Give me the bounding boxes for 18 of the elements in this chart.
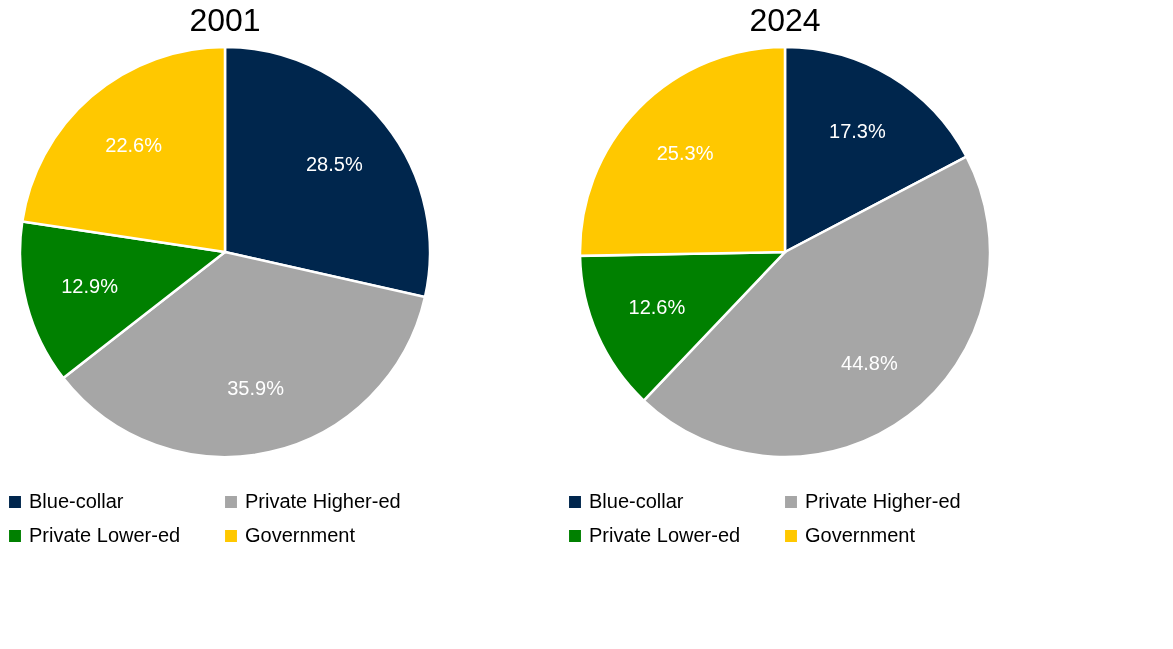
chart-title: 2001 [189, 2, 261, 38]
legend-label: Blue-collar [29, 490, 124, 512]
legend-label: Government [245, 524, 356, 546]
data-label: 17.3% [829, 120, 886, 143]
data-label: 44.8% [841, 351, 898, 374]
legend-label: Private Higher-ed [805, 490, 961, 512]
chart-title: 2024 [749, 2, 821, 38]
data-label: 25.3% [656, 141, 714, 164]
data-label: 35.9% [227, 376, 285, 399]
data-label: 28.5% [305, 152, 363, 175]
legend-label: Blue-collar [589, 490, 684, 512]
data-label: 12.6% [628, 296, 686, 319]
legend-label: Private Higher-ed [245, 490, 401, 512]
data-label: 22.6% [105, 133, 163, 156]
legend-label: Private Lower-ed [29, 524, 181, 546]
legend-label: Government [805, 524, 916, 546]
legend-label: Private Lower-ed [589, 524, 741, 546]
data-label: 12.9% [61, 275, 119, 298]
